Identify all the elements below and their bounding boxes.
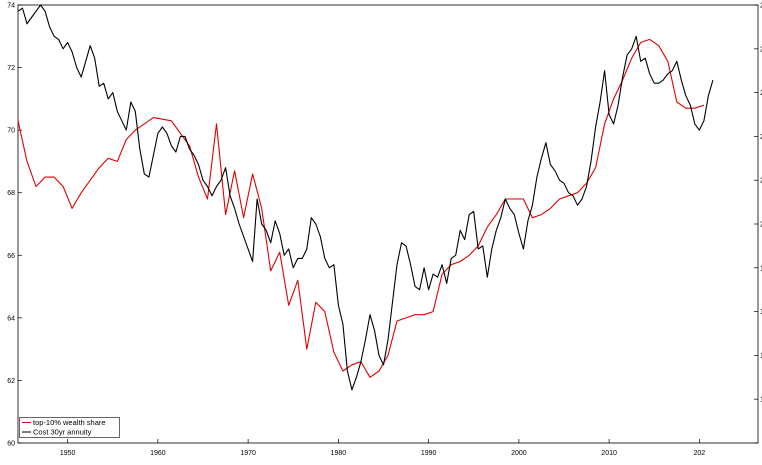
right-tick-label: 1 — [760, 397, 762, 404]
right-tick-label: 2 — [760, 3, 762, 10]
right-tick-label: 1 — [760, 353, 762, 360]
x-tick-label: 1960 — [150, 450, 166, 457]
right-tick-label: 2 — [760, 90, 762, 97]
x-tick-label: 1990 — [421, 450, 437, 457]
series-line-cost-30yr-annuity — [17, 4, 714, 391]
x-tick-label: 1970 — [240, 450, 256, 457]
x-tick-label: 1980 — [331, 450, 347, 457]
right-tick-label: 2 — [760, 46, 762, 53]
legend-label-annuity: Cost 30yr annuity — [33, 428, 92, 437]
x-tick-label: 202 — [693, 450, 705, 457]
y-tick-label: 68 — [7, 190, 15, 197]
y-tick-label: 72 — [7, 65, 15, 72]
plot-frame — [17, 4, 759, 444]
y-tick-label: 64 — [7, 315, 15, 322]
x-tick-label: 2000 — [511, 450, 527, 457]
right-tick-label: 2 — [760, 134, 762, 141]
right-tick-label: 2 — [760, 178, 762, 185]
y-tick-label: 62 — [7, 378, 15, 385]
right-tick-label: 2 — [760, 222, 762, 229]
axis-ticks: 1950 1960 1970 1980 1990 2000 2010 202 60 62 64 66 6… — [7, 3, 762, 458]
series-layer — [17, 4, 714, 391]
right-tick-label: 1 — [760, 309, 762, 316]
y-tick-label: 60 — [7, 441, 15, 448]
legend: top-10% wealth share Cost 30yr annuity — [19, 417, 120, 438]
y-tick-label: 70 — [7, 128, 15, 135]
right-tick-label: 1 — [760, 265, 762, 272]
y-tick-label: 74 — [7, 3, 15, 10]
x-tick-label: 1950 — [60, 450, 76, 457]
legend-box — [19, 417, 120, 438]
x-tick-label: 2010 — [601, 450, 617, 457]
y-tick-label: 66 — [7, 253, 15, 260]
legend-label-top10: top-10% wealth share — [33, 418, 106, 427]
